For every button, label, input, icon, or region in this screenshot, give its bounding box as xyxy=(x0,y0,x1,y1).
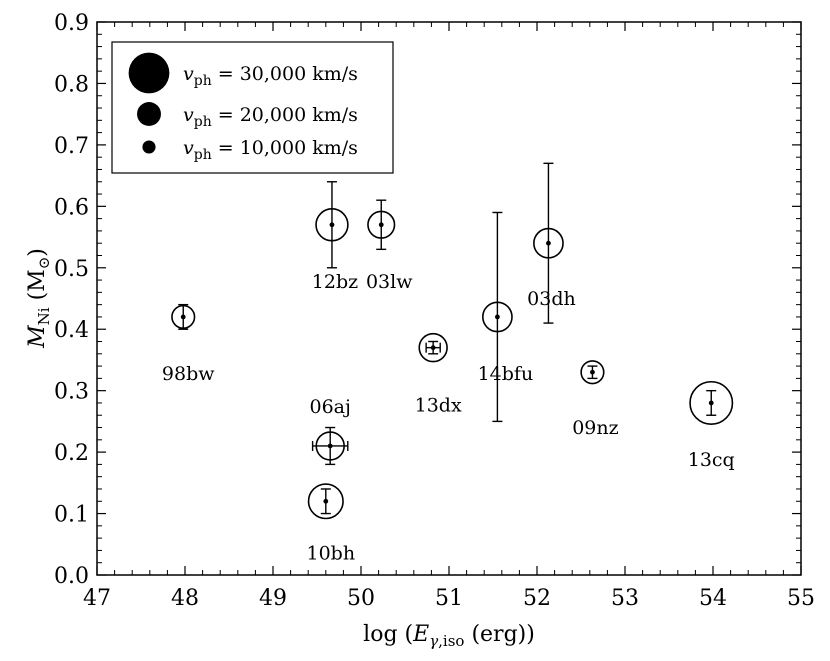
point-label-14bfu: 14bfu xyxy=(478,363,534,385)
tick-labels: 47 48 49 50 51 52 53 54 55 0.0 0.1 0.2 0.3 0.4 0.5 0.6 0… xyxy=(54,11,815,611)
point-label-98bw: 98bw xyxy=(162,363,215,385)
point-center-09nz xyxy=(590,369,595,375)
y-tick-label: 0.3 xyxy=(54,380,89,405)
point-label-03dh: 03dh xyxy=(527,288,576,310)
y-tick-label: 0.9 xyxy=(54,11,89,36)
point-center-03lw xyxy=(378,222,384,228)
tick-marks xyxy=(96,21,802,576)
x-tick-label: 54 xyxy=(699,586,727,611)
x-tick-label: 49 xyxy=(259,586,287,611)
y-tick-label: 0.0 xyxy=(54,564,89,589)
point-center-06aj xyxy=(327,443,333,449)
legend-marker-20000 xyxy=(137,102,161,126)
x-tick-label: 55 xyxy=(787,586,815,611)
point-labels: 98bw 06aj 10bh 12bz 03lw 13dx 14bfu 03dh 09nz 13c… xyxy=(162,271,735,565)
point-center-14bfu xyxy=(495,314,500,320)
point-center-98bw xyxy=(180,314,186,320)
point-label-13dx: 13dx xyxy=(415,395,462,417)
y-tick-label: 0.6 xyxy=(54,195,89,220)
x-tick-label: 53 xyxy=(611,586,639,611)
point-label-13cq: 13cq xyxy=(688,449,735,471)
point-label-06aj: 06aj xyxy=(309,396,350,418)
x-tick-label: 50 xyxy=(347,586,375,611)
point-circle-13cq xyxy=(689,380,734,425)
point-label-09nz: 09nz xyxy=(572,417,618,439)
point-center-10bh xyxy=(323,498,329,504)
point-circle-13dx xyxy=(418,332,448,363)
data-points xyxy=(171,162,734,520)
legend: vph = 30,000 km/s vph = 20,000 km/s vph = … xyxy=(111,41,394,174)
legend-marker-30000 xyxy=(128,52,170,94)
x-tick-label: 47 xyxy=(83,586,111,611)
x-tick-label: 51 xyxy=(435,586,463,611)
point-label-10bh: 10bh xyxy=(307,542,356,564)
point-center-13cq xyxy=(708,400,714,406)
y-tick-label: 0.4 xyxy=(54,318,89,343)
y-tick-label: 0.8 xyxy=(54,72,89,97)
legend-label-20000: vph = 20,000 km/s xyxy=(183,104,358,130)
point-center-12bz xyxy=(329,222,335,228)
y-tick-label: 0.7 xyxy=(54,134,89,159)
point-center-13dx xyxy=(430,345,436,351)
legend-label-10000: vph = 10,000 km/s xyxy=(183,137,358,163)
x-tick-label: 52 xyxy=(523,586,551,611)
x-axis-label: log (Eγ,iso (erg)) xyxy=(363,622,535,650)
legend-marker-10000 xyxy=(142,140,156,154)
x-tick-label: 48 xyxy=(171,586,199,611)
point-center-03dh xyxy=(546,240,551,246)
legend-label-30000: vph = 30,000 km/s xyxy=(183,63,358,89)
point-label-03lw: 03lw xyxy=(366,271,413,293)
y-tick-label: 0.2 xyxy=(54,441,89,466)
point-circle-09nz xyxy=(580,360,605,385)
y-axis-label: MNi (M⊙) xyxy=(25,248,53,349)
point-label-12bz: 12bz xyxy=(312,271,358,293)
y-tick-label: 0.5 xyxy=(54,257,89,282)
point-circle-10bh xyxy=(307,483,344,520)
y-tick-label: 0.1 xyxy=(54,503,89,528)
